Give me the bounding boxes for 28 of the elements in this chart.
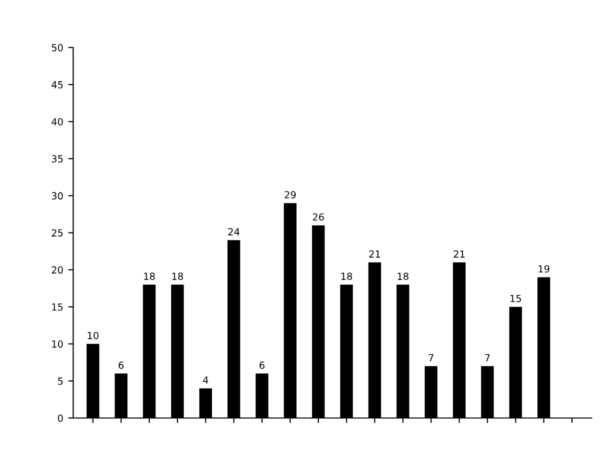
data-label: 6 [260, 362, 264, 369]
y-tick-label: 15 [52, 303, 63, 311]
y-tick-label: 10 [52, 340, 63, 348]
data-label: 21 [454, 250, 465, 258]
data-label: 26 [312, 213, 324, 221]
y-tick-label: 5 [58, 378, 63, 385]
y-tick-label: 30 [52, 192, 63, 200]
data-label: 4 [203, 376, 208, 384]
y-tick-label: 40 [52, 118, 63, 126]
data-label: 10 [88, 332, 98, 340]
data-label: 21 [369, 250, 380, 258]
data-label: 7 [485, 354, 490, 362]
y-tick-label: 0 [58, 414, 63, 422]
data-label: 6 [118, 362, 124, 369]
data-label: 24 [228, 228, 240, 236]
y-tick-label: 45 [52, 81, 63, 88]
data-label: 15 [510, 294, 521, 302]
data-label: 18 [144, 272, 155, 280]
data-label: 18 [398, 272, 408, 280]
data-label: 7 [428, 354, 434, 362]
y-tick-label: 35 [52, 155, 63, 162]
y-tick-label: 20 [52, 266, 63, 274]
y-tick-label: 25 [52, 229, 63, 237]
y-tick-label: 50 [52, 44, 63, 52]
data-label: 18 [341, 272, 352, 280]
data-label: 18 [172, 272, 183, 280]
data-label: 29 [284, 191, 296, 198]
data-label: 19 [538, 265, 550, 273]
